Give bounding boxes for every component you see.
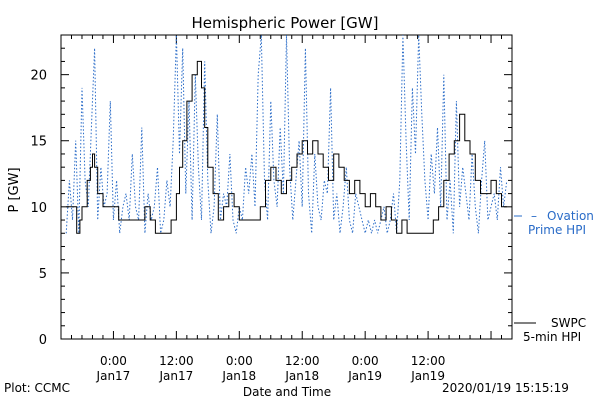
- chart-title: Hemispheric Power [GW]: [192, 14, 379, 32]
- x-tick-label-time: 12:00: [285, 354, 320, 368]
- legend-ovation-label-1: Ovation: [547, 209, 594, 223]
- x-tick-label-time: 0:00: [100, 354, 127, 368]
- x-tick-label-time: 0:00: [226, 354, 253, 368]
- series-line-ovation-prime: [65, 35, 508, 234]
- x-tick-label-date: Jan18: [221, 369, 256, 383]
- x-tick-label-date: Jan19: [347, 369, 382, 383]
- legend-swpc: SWPC 5-min HPI: [514, 316, 586, 344]
- y-tick-label: 5: [39, 267, 47, 282]
- series-layer: [65, 35, 508, 234]
- x-tick-label-time: 12:00: [411, 354, 446, 368]
- y-tick-label: 10: [30, 201, 47, 216]
- x-tick-label-date: Jan17: [96, 369, 131, 383]
- y-axis: 0 5 10 15 20: [30, 34, 512, 348]
- x-tick-label-date: Jan18: [284, 369, 319, 383]
- y-tick-label: 15: [30, 135, 47, 150]
- x-tick-label-date: Jan19: [410, 369, 445, 383]
- x-axis: 0:00Jan1712:00Jan170:00Jan1812:00Jan180:…: [60, 35, 513, 383]
- plot-frame: [60, 34, 513, 340]
- legend-swpc-label-1: SWPC: [551, 316, 586, 330]
- x-tick-label-time: 0:00: [352, 354, 379, 368]
- y-tick-label: 0: [39, 333, 47, 348]
- legend-ovation-label-2: Prime HPI: [528, 223, 586, 237]
- y-axis-label: P [GW]: [7, 167, 22, 212]
- legend-ovation-dash: –: [531, 209, 537, 223]
- legend-swpc-label-2: 5-min HPI: [523, 330, 581, 344]
- legend-ovation: – Ovation Prime HPI: [514, 209, 594, 237]
- x-tick-label-time: 12:00: [159, 354, 194, 368]
- plot-timestamp: 2020/01/19 15:15:19: [442, 381, 569, 395]
- plot-credit: Plot: CCMC: [4, 381, 70, 395]
- x-tick-label-date: Jan17: [158, 369, 193, 383]
- x-axis-label: Date and Time: [243, 385, 331, 399]
- y-tick-label: 20: [30, 69, 47, 84]
- series-line-swpc: [66, 60, 507, 234]
- plot-border: [60, 34, 513, 340]
